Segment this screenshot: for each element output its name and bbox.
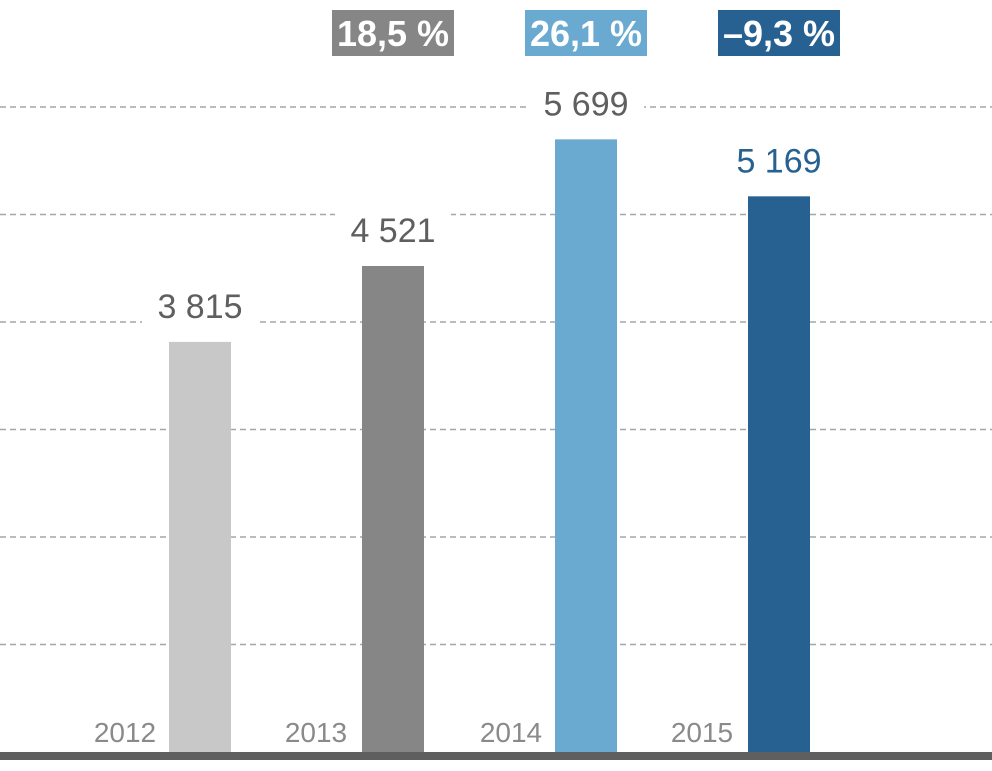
value-label-background xyxy=(721,138,837,185)
change-badge-label: –9,3 % xyxy=(723,13,835,54)
x-tick-label: 2014 xyxy=(480,717,542,748)
bar-2015 xyxy=(748,196,810,752)
change-badge-label: 26,1 % xyxy=(530,13,642,54)
x-axis-baseline xyxy=(0,752,992,760)
x-tick-label: 2015 xyxy=(671,717,733,748)
change-badge xyxy=(332,10,454,56)
bar-2013 xyxy=(362,265,424,752)
gridlines xyxy=(0,106,992,646)
bar-2014 xyxy=(555,139,617,753)
data-label: 5 169 xyxy=(736,142,821,180)
change-badge-label: 18,5 % xyxy=(337,13,449,54)
data-label: 5 699 xyxy=(543,85,628,123)
bars xyxy=(169,139,810,753)
value-label-background xyxy=(142,283,258,330)
bar-2012 xyxy=(169,341,231,752)
data-label: 3 815 xyxy=(157,288,242,326)
value-label-background xyxy=(335,207,451,254)
year-labels: 2012 2013 2014 2015 xyxy=(94,717,733,748)
x-tick-label: 2012 xyxy=(94,717,156,748)
change-badges: 18,5 % 26,1 % –9,3 % xyxy=(332,10,840,56)
value-labels: 3 815 4 521 5 699 5 169 xyxy=(142,81,837,330)
change-badge xyxy=(525,10,647,56)
x-tick-label: 2013 xyxy=(285,717,347,748)
value-label-background xyxy=(528,81,644,128)
data-label: 4 521 xyxy=(350,212,435,250)
change-badge xyxy=(718,10,840,56)
